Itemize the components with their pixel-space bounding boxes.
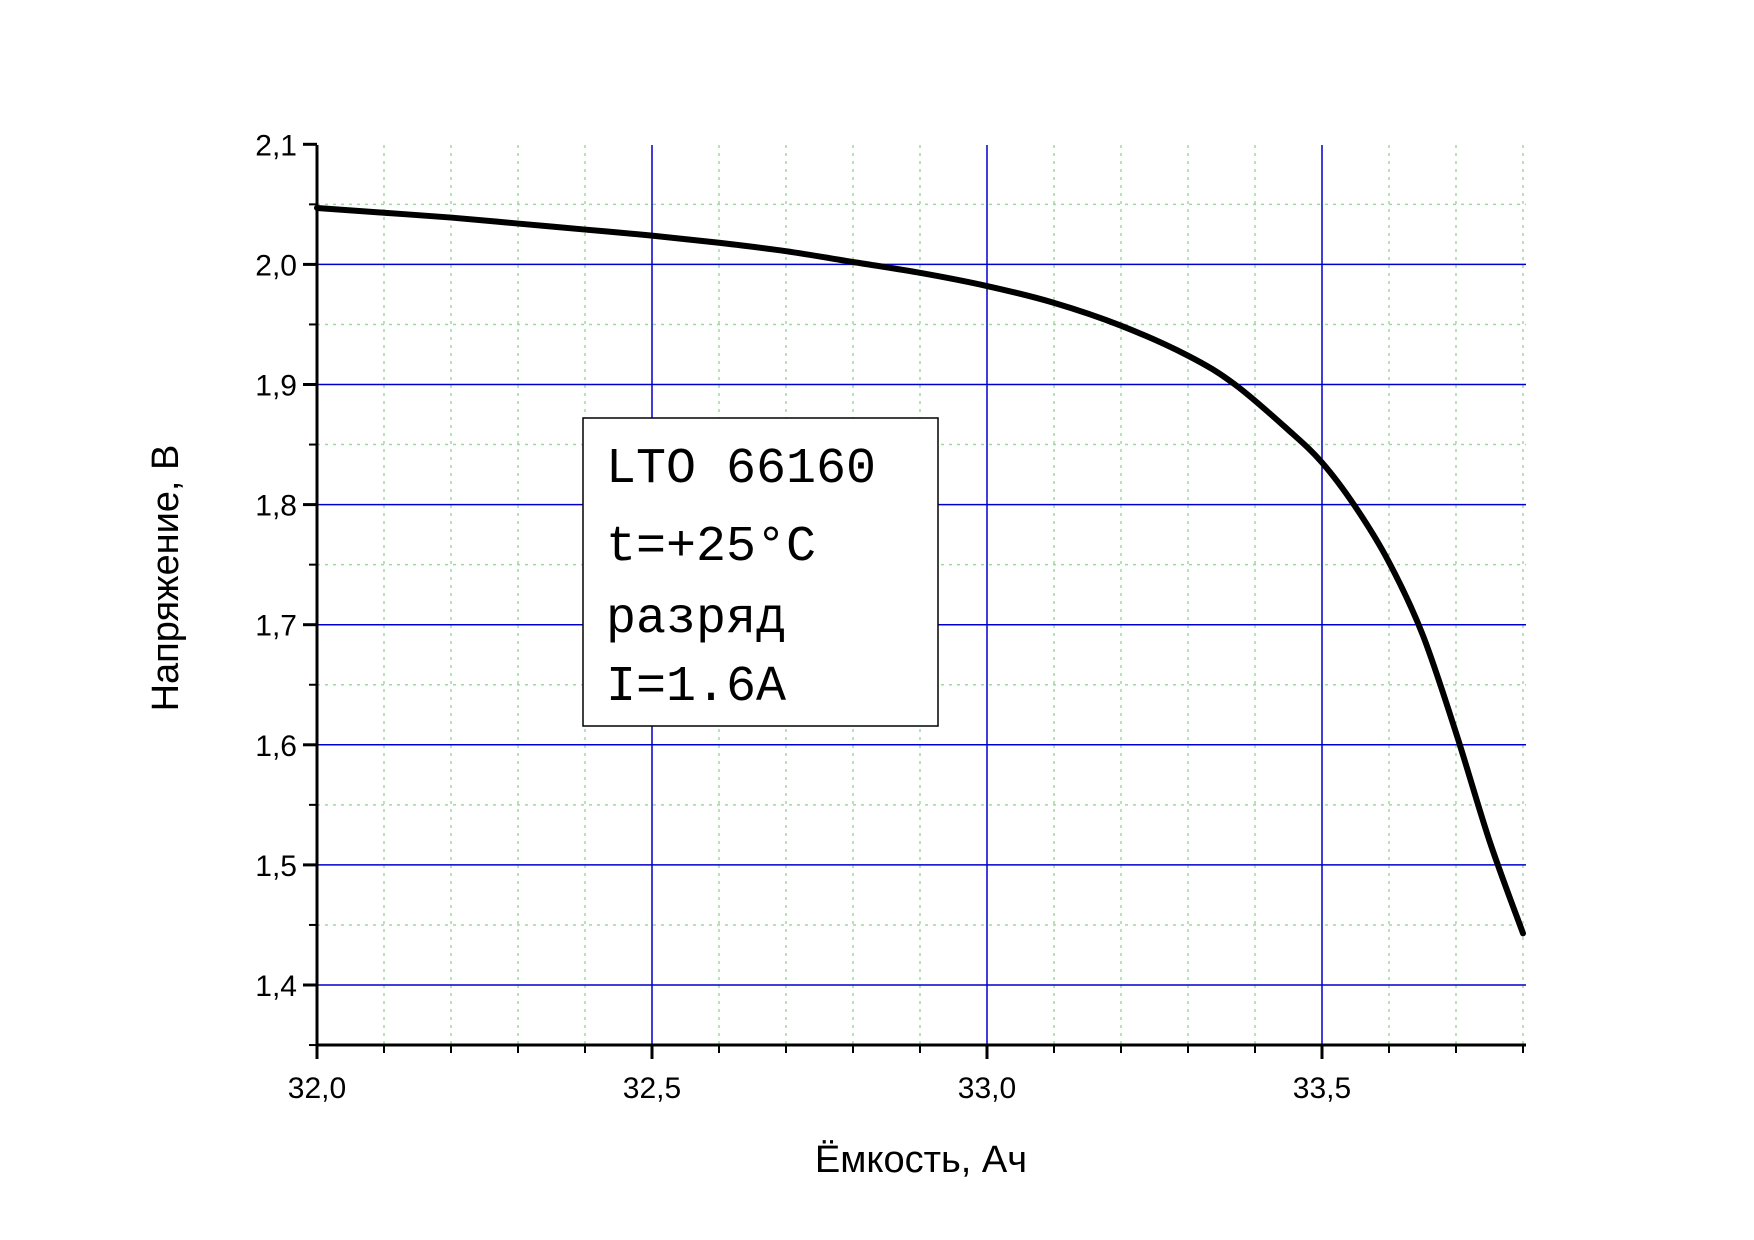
data-point <box>850 259 856 265</box>
y-tick-label: 2,1 <box>255 129 297 162</box>
x-tick-label: 33,0 <box>958 1072 1016 1105</box>
data-point <box>1118 323 1124 329</box>
y-ticks <box>303 142 317 1047</box>
data-point <box>1386 559 1392 565</box>
legend-line-4: I=1.6A <box>606 659 786 716</box>
data-point <box>984 283 990 289</box>
y-tick-labels: 1,4 1,5 1,6 1,7 1,8 1,9 2,0 2,1 <box>255 129 297 1003</box>
y-tick-label: 1,5 <box>255 850 297 883</box>
legend-frame <box>582 417 939 727</box>
data-point <box>1051 300 1057 306</box>
y-tick-label: 1,4 <box>255 970 297 1003</box>
data-point <box>1232 382 1238 388</box>
data-point <box>917 270 923 276</box>
data-point <box>381 210 387 216</box>
y-tick-label: 2,0 <box>255 249 297 282</box>
data-point <box>1185 353 1191 359</box>
x-ticks <box>315 1045 1524 1059</box>
y-axis-title: Напряжение, В <box>145 445 187 712</box>
data-point <box>1420 631 1426 637</box>
x-tick-label: 33,5 <box>1293 1072 1351 1105</box>
legend-box: LTO 66160 t=+25°C разряд I=1.6A <box>582 417 939 727</box>
y-tick-label: 1,8 <box>255 490 297 523</box>
y-tick-label: 1,6 <box>255 730 297 763</box>
data-point <box>1286 427 1292 433</box>
legend-line-1: LTO 66160 <box>606 441 876 498</box>
data-point <box>716 240 722 246</box>
y-tick-label: 1,7 <box>255 610 297 643</box>
data-point <box>448 215 454 221</box>
data-point <box>1520 930 1526 936</box>
data-point <box>1353 504 1359 510</box>
data-point <box>1487 838 1493 844</box>
data-point <box>582 227 588 233</box>
data-point <box>314 205 320 211</box>
data-point <box>649 233 655 239</box>
x-tick-labels: 32,0 32,5 33,0 33,5 <box>288 1072 1351 1105</box>
x-tick-label: 32,5 <box>623 1072 681 1105</box>
legend-line-3: разряд <box>606 591 786 648</box>
y-tick-label: 1,9 <box>255 370 297 403</box>
data-point <box>1453 730 1459 736</box>
x-tick-label: 32,0 <box>288 1072 346 1105</box>
data-point <box>515 221 521 227</box>
x-axis-title: Ёмкость, Ач <box>815 1139 1027 1181</box>
data-point <box>783 248 789 254</box>
discharge-curve <box>314 204 1526 937</box>
legend-line-2: t=+25°C <box>606 519 816 576</box>
data-point <box>1319 460 1325 466</box>
